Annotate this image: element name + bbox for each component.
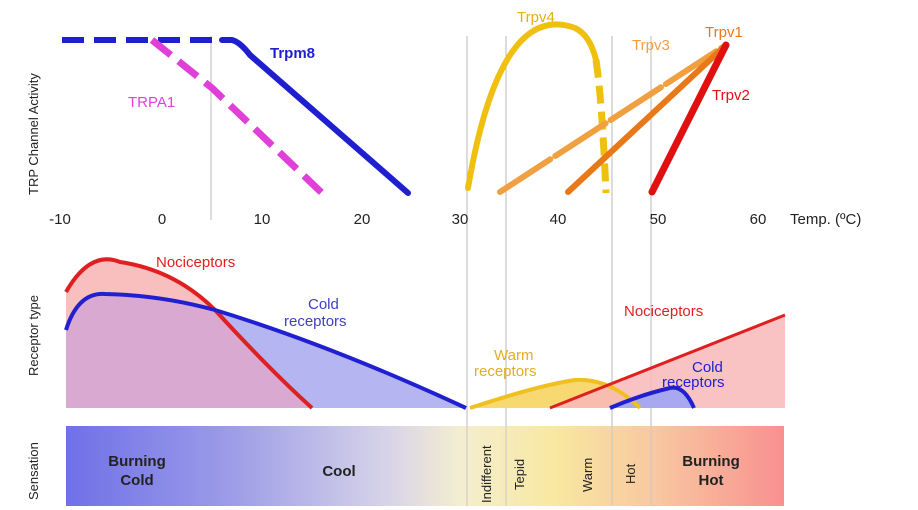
- burning-cold-label-2: Cold: [120, 472, 153, 489]
- trpv1-label: Trpv1: [705, 24, 743, 41]
- trpv4-curve-dashed: [592, 59, 610, 194]
- burning-hot-label-2: Hot: [699, 472, 724, 489]
- top-ylabel: TRP Channel Activity: [26, 73, 41, 195]
- tick-label: 50: [650, 211, 667, 228]
- trpv4-curve-solid: [465, 21, 599, 191]
- sensation-bar: [66, 426, 784, 506]
- bottom-ylabel: Sensation: [26, 442, 41, 500]
- trpa1-curve: [149, 37, 325, 196]
- temperature-axis-title: Temp. (ºC): [790, 211, 861, 228]
- burning-hot-label-1: Burning: [682, 453, 740, 470]
- sensation-dividers: [466, 426, 652, 506]
- sensation-vertical-labels: Indifferent Tepid Warm Hot: [479, 445, 638, 503]
- middle-ylabel: Receptor type: [26, 295, 41, 376]
- cool-label: Cool: [322, 463, 355, 480]
- trpv3-curve: [497, 42, 729, 195]
- tick-label: 60: [750, 211, 767, 228]
- tick-label: 20: [354, 211, 371, 228]
- cold-nociceptor-line: [64, 257, 314, 410]
- tepid-label: Tepid: [512, 459, 527, 490]
- paradoxical-cold-label-2: receptors: [662, 374, 725, 391]
- paradoxical-cold-label-1: Cold: [692, 359, 723, 376]
- trpv3-label: Trpv3: [632, 37, 670, 54]
- cold-receptors-label-1: Cold: [308, 296, 339, 313]
- warm-receptors-label-1: Warm: [494, 347, 533, 364]
- warm-receptor-line: [469, 377, 642, 410]
- trpv1-curve: [565, 42, 729, 195]
- tick-label: 30: [452, 211, 469, 228]
- sensation-labels: Burning Cold Cool Burning Hot: [108, 453, 740, 489]
- paradoxical-cold-area: [610, 387, 694, 408]
- trpm8-curve: [62, 37, 411, 196]
- trpv4-label: Trpv4: [517, 9, 555, 26]
- cold-receptors-label-2: receptors: [284, 313, 347, 330]
- paradoxical-cold-line: [609, 385, 696, 410]
- cold-nociceptors-label: Nociceptors: [156, 254, 235, 271]
- overlap-area: [66, 293, 312, 408]
- indifferent-label: Indifferent: [479, 445, 494, 503]
- burning-cold-label-1: Burning: [108, 453, 166, 470]
- hot-nociceptors-label: Nociceptors: [624, 303, 703, 320]
- warm-receptors-label-2: receptors: [474, 363, 537, 380]
- temperature-axis: -10 0 10 20 30 40 50 60: [49, 211, 766, 228]
- trpm8-label: Trpm8: [270, 45, 315, 62]
- cold-receptor-line: [64, 291, 467, 410]
- trpv2-curve: [648, 41, 730, 196]
- trpv2-label: Trpv2: [712, 87, 750, 104]
- tick-label: -10: [49, 211, 71, 228]
- hot-label: Hot: [623, 463, 638, 484]
- trpa1-label: TRPA1: [128, 94, 175, 111]
- hot-nociceptor-line: [549, 313, 786, 410]
- trpm8-solid-segment: [219, 37, 411, 196]
- tick-label: 0: [158, 211, 166, 228]
- tick-label: 10: [254, 211, 271, 228]
- tick-label: 40: [550, 211, 567, 228]
- warm-label: Warm: [580, 458, 595, 492]
